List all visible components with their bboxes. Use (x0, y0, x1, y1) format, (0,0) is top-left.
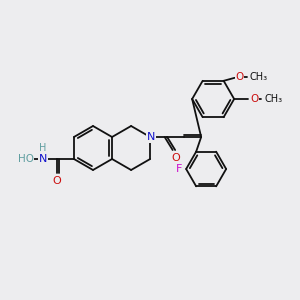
Text: H: H (39, 143, 46, 153)
Text: O: O (52, 176, 61, 186)
Text: O: O (172, 153, 181, 163)
Text: CH₃: CH₃ (250, 72, 268, 82)
Text: O: O (250, 94, 258, 104)
Text: CH₃: CH₃ (264, 94, 282, 104)
Text: HO: HO (18, 154, 34, 164)
Text: F: F (176, 164, 182, 174)
Text: N: N (147, 132, 155, 142)
Text: N: N (39, 154, 47, 164)
Text: O: O (236, 72, 244, 82)
